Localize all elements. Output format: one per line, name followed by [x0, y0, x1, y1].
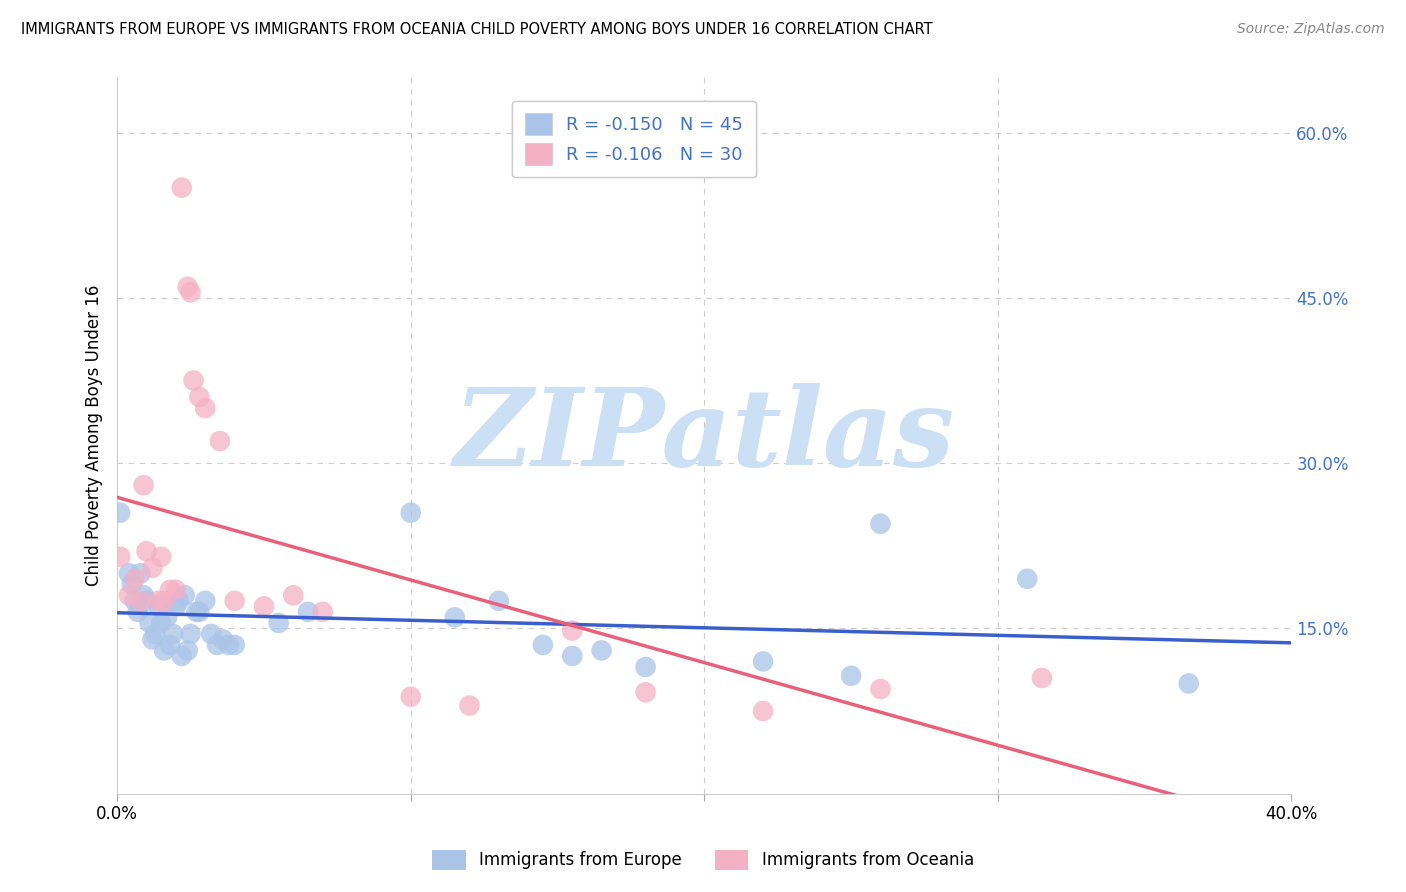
- Point: [150, 615, 173, 630]
- Point: [458, 698, 481, 713]
- Point: [132, 478, 155, 492]
- Point: [176, 280, 198, 294]
- Point: [132, 588, 155, 602]
- Point: [399, 690, 422, 704]
- Point: [143, 627, 166, 641]
- Point: [121, 577, 143, 591]
- Point: [148, 594, 170, 608]
- Point: [869, 516, 891, 531]
- Point: [141, 632, 163, 647]
- Point: [869, 681, 891, 696]
- Point: [200, 627, 222, 641]
- Text: IMMIGRANTS FROM EUROPE VS IMMIGRANTS FROM OCEANIA CHILD POVERTY AMONG BOYS UNDER: IMMIGRANTS FROM EUROPE VS IMMIGRANTS FRO…: [21, 22, 932, 37]
- Point: [167, 594, 190, 608]
- Point: [159, 582, 181, 597]
- Point: [180, 285, 202, 300]
- Point: [165, 599, 187, 614]
- Point: [176, 643, 198, 657]
- Point: [839, 669, 862, 683]
- Point: [267, 615, 290, 630]
- Point: [108, 549, 131, 564]
- Point: [180, 627, 202, 641]
- Point: [183, 374, 205, 388]
- Point: [108, 506, 131, 520]
- Text: Source: ZipAtlas.com: Source: ZipAtlas.com: [1237, 22, 1385, 37]
- Point: [752, 655, 775, 669]
- Point: [283, 588, 305, 602]
- Point: [208, 434, 231, 448]
- Point: [138, 615, 160, 630]
- Point: [118, 588, 141, 602]
- Point: [129, 566, 152, 581]
- Point: [443, 610, 465, 624]
- Point: [224, 594, 246, 608]
- Point: [224, 638, 246, 652]
- Point: [205, 638, 228, 652]
- Point: [634, 685, 657, 699]
- Point: [1017, 572, 1039, 586]
- Point: [312, 605, 335, 619]
- Point: [188, 605, 211, 619]
- Point: [218, 638, 240, 652]
- Point: [135, 594, 157, 608]
- Point: [148, 599, 170, 614]
- Point: [173, 588, 195, 602]
- Point: [194, 594, 217, 608]
- Point: [297, 605, 319, 619]
- Point: [1031, 671, 1053, 685]
- Point: [141, 561, 163, 575]
- Legend: R = -0.150   N = 45, R = -0.106   N = 30: R = -0.150 N = 45, R = -0.106 N = 30: [512, 101, 755, 178]
- Y-axis label: Child Poverty Among Boys Under 16: Child Poverty Among Boys Under 16: [86, 285, 103, 586]
- Point: [170, 648, 193, 663]
- Legend: Immigrants from Europe, Immigrants from Oceania: Immigrants from Europe, Immigrants from …: [426, 843, 980, 877]
- Point: [212, 632, 235, 647]
- Point: [591, 643, 613, 657]
- Point: [752, 704, 775, 718]
- Text: ZIPatlas: ZIPatlas: [454, 383, 955, 489]
- Point: [127, 605, 149, 619]
- Point: [124, 572, 146, 586]
- Point: [153, 594, 176, 608]
- Point: [156, 610, 179, 624]
- Point: [561, 624, 583, 638]
- Point: [162, 627, 184, 641]
- Point: [150, 549, 173, 564]
- Point: [159, 638, 181, 652]
- Point: [165, 582, 187, 597]
- Point: [531, 638, 554, 652]
- Point: [1177, 676, 1199, 690]
- Point: [170, 180, 193, 194]
- Point: [488, 594, 510, 608]
- Point: [124, 594, 146, 608]
- Point: [194, 401, 217, 415]
- Point: [129, 594, 152, 608]
- Point: [188, 390, 211, 404]
- Point: [634, 660, 657, 674]
- Point: [118, 566, 141, 581]
- Point: [253, 599, 276, 614]
- Point: [186, 605, 208, 619]
- Point: [153, 643, 176, 657]
- Point: [135, 544, 157, 558]
- Point: [399, 506, 422, 520]
- Point: [561, 648, 583, 663]
